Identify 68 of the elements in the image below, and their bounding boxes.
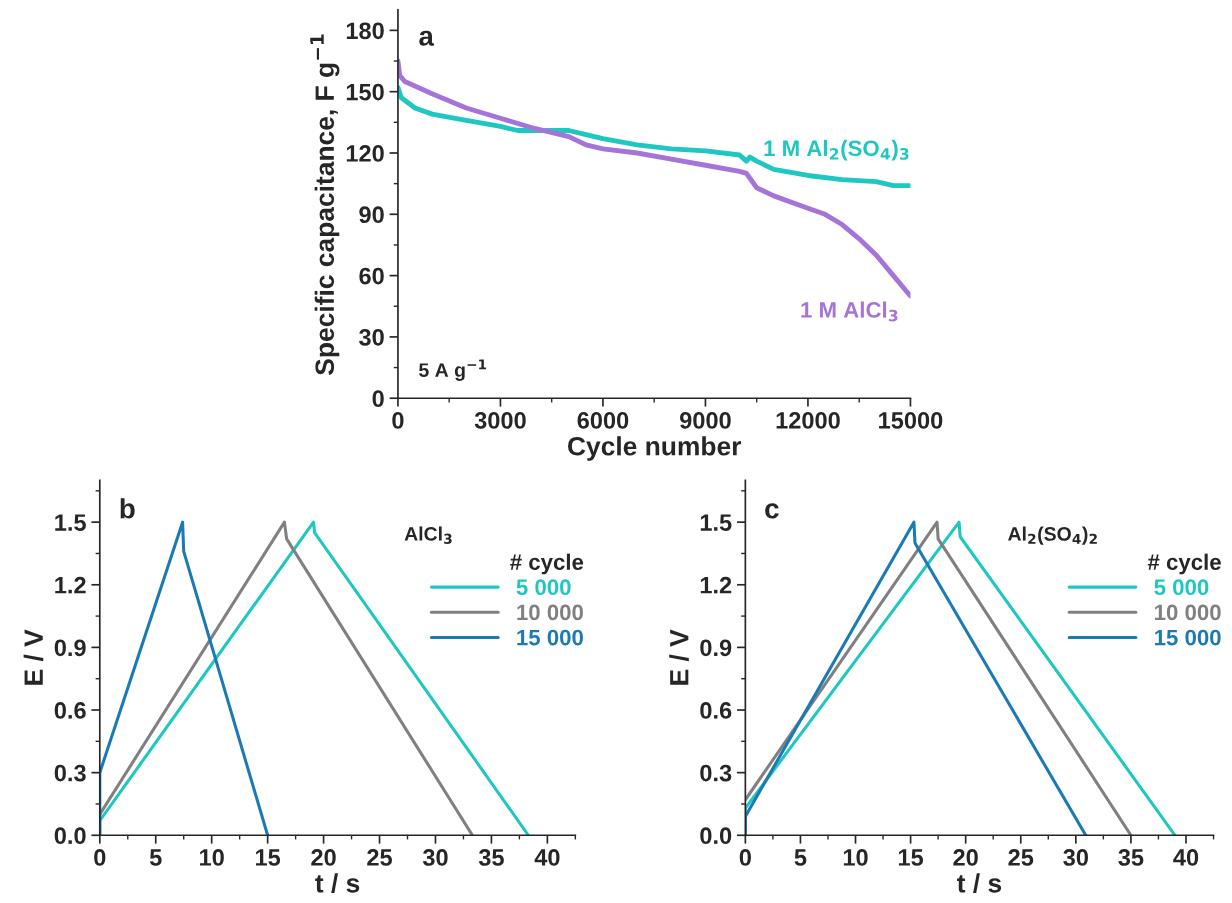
y-tick-label: 1.5 (700, 514, 732, 531)
y-axis-title: E / V (669, 629, 689, 685)
legend-label: 5 000 (516, 579, 571, 596)
legend-title: # cycle (1147, 553, 1221, 575)
x-tick-label: 15 (255, 849, 281, 866)
x-tick-label: 6000 (577, 412, 629, 429)
legend-label: 10 000 (1155, 604, 1221, 621)
y-tick-label: 0.0 (700, 827, 732, 845)
x-tick-label: 15000 (879, 412, 943, 429)
x-tick-label: 0 (392, 412, 404, 429)
y-tick-label: 0.9 (54, 639, 86, 657)
x-tick-label: 30 (422, 849, 448, 866)
x-tick-label: 15 (898, 849, 924, 866)
y-tick-label: 120 (346, 145, 384, 162)
x-tick-label: 0 (739, 849, 751, 866)
y-tick-label: 60 (359, 267, 384, 285)
y-tick-label: 0.0 (54, 827, 86, 845)
y-tick-label: 150 (346, 83, 384, 101)
x-tick-label: 10 (200, 849, 224, 866)
x-tick-label: 30 (1063, 849, 1088, 866)
x-tick-label: 5 (794, 849, 807, 866)
y-tick-label: 0.6 (54, 702, 86, 719)
legend-label: 15 000 (517, 629, 583, 646)
x-tick-label: 35 (1118, 849, 1144, 866)
y-tick-label: 0.3 (700, 764, 732, 782)
x-tick-label: 3000 (474, 412, 526, 429)
y-tick-label: 0.9 (700, 639, 732, 657)
line-series (99, 520, 270, 836)
legend-label: 10 000 (517, 604, 583, 621)
x-axis-title: t / s (957, 873, 1002, 893)
legend-title: # cycle (510, 553, 584, 575)
series-label: 1 M AlCl$_{3}$ (801, 301, 898, 322)
x-tick-label: 35 (478, 849, 504, 866)
x-tick-label: 12000 (776, 412, 840, 429)
x-tick-label: 40 (1173, 849, 1199, 866)
x-tick-label: 9000 (680, 412, 731, 429)
annotation: a (419, 30, 435, 46)
annotation: c (765, 503, 779, 519)
x-axis-title: Cycle number (568, 436, 742, 461)
y-tick-label: 180 (346, 22, 384, 40)
y-tick-label: 90 (359, 206, 384, 224)
x-tick-label: 10 (843, 849, 868, 866)
x-tick-label: 25 (367, 849, 392, 866)
y-tick-label: 0 (372, 390, 384, 408)
y-tick-label: 0.6 (700, 702, 732, 719)
line-series (397, 85, 911, 189)
x-axis-title: t / s (315, 873, 360, 893)
x-tick-label: 20 (311, 849, 336, 866)
y-axis-title: Specific capacitance, F g$^{−1}$ (310, 34, 340, 375)
x-tick-label: 40 (534, 849, 560, 866)
y-tick-label: 1.2 (55, 576, 86, 594)
annotation: Al$_{2}$(SO$_{4}$)$_{2}$ (1008, 526, 1097, 545)
series-label: 1 M Al$_{2}$(SO$_{4}$)$_{3}$ (764, 139, 909, 161)
legend-label: 15 000 (1155, 629, 1221, 646)
y-tick-label: 1.2 (700, 576, 732, 594)
y-tick-label: 30 (359, 328, 384, 346)
x-tick-label: 0 (94, 849, 106, 866)
legend-label: 5 000 (1154, 579, 1209, 596)
y-tick-label: 0.3 (54, 764, 86, 782)
y-tick-label: 1.5 (55, 514, 86, 531)
annotation: AlCl$_{3}$ (404, 526, 452, 544)
x-tick-label: 20 (953, 849, 978, 866)
annotation: b (120, 498, 135, 519)
line-series (397, 58, 911, 299)
y-axis-title: E / V (23, 629, 44, 685)
x-tick-label: 25 (1008, 849, 1034, 866)
annotation: 5 A g$^{−1}$ (419, 359, 487, 381)
x-tick-label: 5 (149, 849, 162, 866)
